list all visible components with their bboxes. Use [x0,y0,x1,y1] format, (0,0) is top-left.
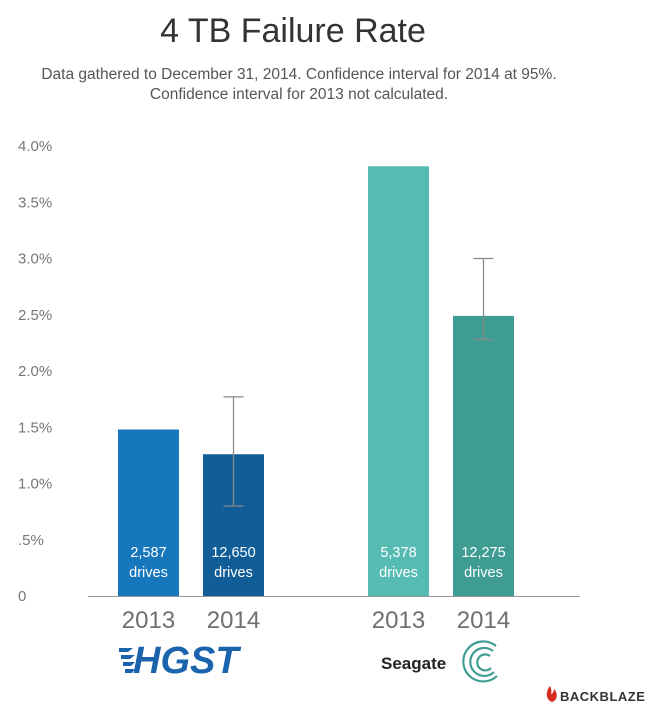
bar-unit-label: drives [379,565,418,581]
backblaze-logo-text: BACKBLAZE [560,689,645,704]
hgst-logo-text: HGST [133,640,241,682]
chart-title: 4 TB Failure Rate [160,12,426,50]
hgst-logo: HGST [119,640,241,682]
y-tick-label: 4.0% [18,138,52,155]
bars [118,166,514,596]
error-bars [223,257,494,507]
y-tick-label: 3.0% [18,251,52,268]
chart-subtitle-line-1: Data gathered to December 31, 2014. Conf… [41,66,556,83]
x-tick-label: 2013 [372,607,425,634]
bar-seagate-2014 [453,315,514,596]
y-tick-label: .5% [18,532,44,549]
seagate-logo: Seagate [381,640,498,683]
x-tick-label: 2014 [457,607,510,634]
y-tick-label: 1.5% [18,419,52,436]
bar-count-label: 2,587 [130,545,166,561]
bar-seagate-2013 [368,166,429,596]
y-tick-label: 2.0% [18,363,52,380]
bar-unit-label: drives [214,565,253,581]
x-tick-label: 2014 [207,607,260,634]
seagate-swirl-icon [462,640,498,683]
backblaze-flame-icon [546,686,557,702]
bar-hgst-2013 [118,429,179,596]
bar-count-label: 12,275 [461,545,505,561]
bar-unit-label: drives [129,565,168,581]
hgst-logo-icon [119,648,135,673]
y-tick-label: 2.5% [18,307,52,324]
x-axis-ticks: 2013 2014 2013 2014 [122,607,510,634]
y-tick-label: 1.0% [18,476,52,493]
y-axis-ticks: 0 .5% 1.0% 1.5% 2.0% 2.5% 3.0% 3.5% 4.0% [18,138,52,605]
bar-unit-label: drives [464,565,503,581]
seagate-logo-text: Seagate [381,654,446,673]
x-tick-label: 2013 [122,607,175,634]
bar-labels: 2,587 drives 12,650 drives 5,378 drives 12,275… [129,545,506,581]
y-tick-label: 3.5% [18,194,52,211]
chart-subtitle-line-2: Confidence interval for 2013 not calcula… [150,86,448,103]
bar-count-label: 12,650 [211,545,255,561]
bar-count-label: 5,378 [380,545,416,561]
backblaze-logo: BACKBLAZE [546,686,645,704]
y-tick-label: 0 [18,588,26,605]
